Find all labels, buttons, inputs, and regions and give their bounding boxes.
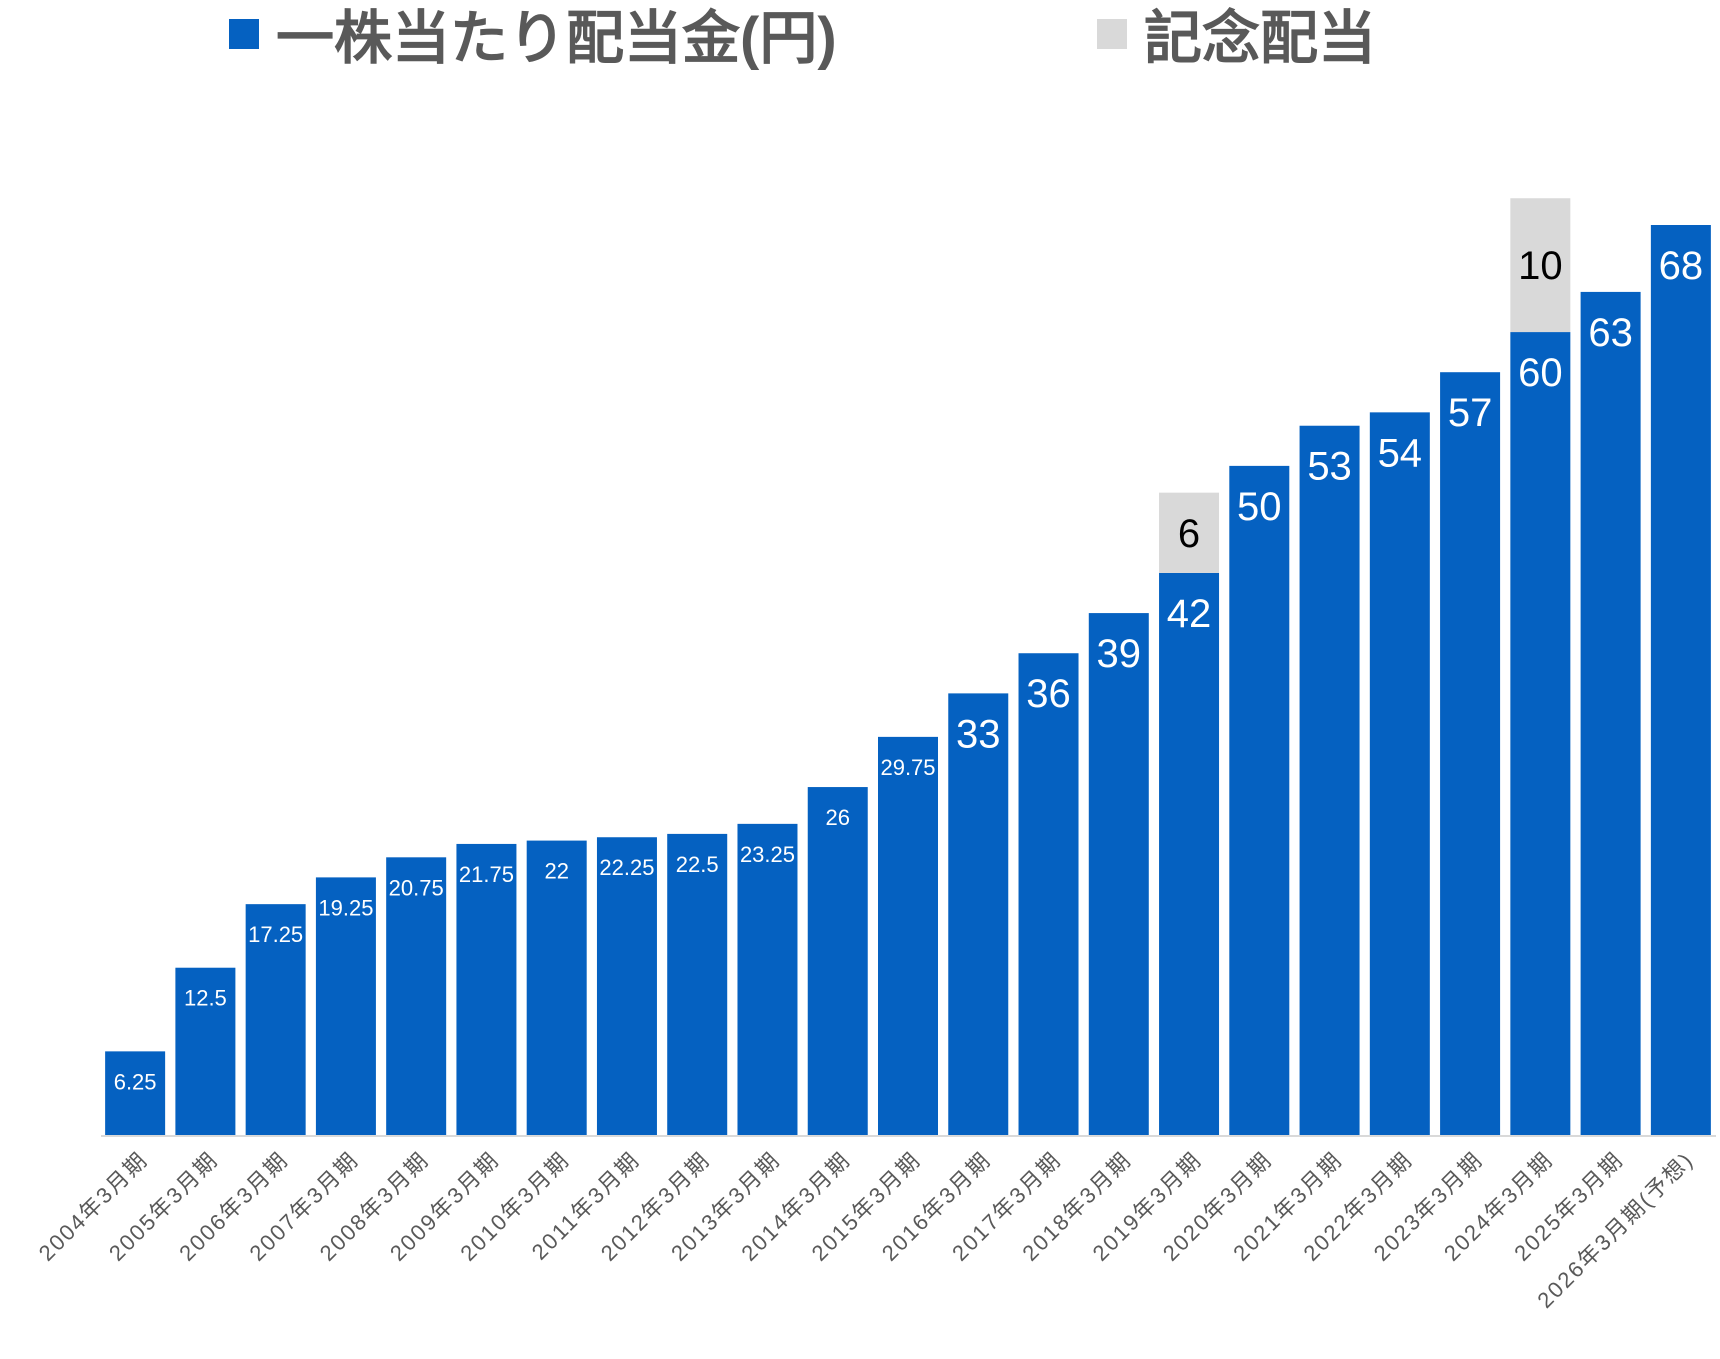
data-label-dividend: 26 bbox=[825, 805, 849, 830]
data-label-dividend: 33 bbox=[956, 712, 1001, 756]
data-label-dividend: 68 bbox=[1659, 244, 1704, 288]
data-label-dividend: 29.75 bbox=[880, 755, 935, 780]
bar-dividend bbox=[386, 857, 447, 1135]
data-label-dividend: 54 bbox=[1378, 431, 1423, 475]
bar-dividend bbox=[1088, 613, 1149, 1135]
data-label-dividend: 22.5 bbox=[676, 852, 719, 877]
data-label-dividend: 22 bbox=[544, 859, 568, 884]
bar-dividend bbox=[1018, 653, 1079, 1135]
data-label-commemorative: 10 bbox=[1518, 244, 1563, 288]
bar-dividend bbox=[245, 904, 306, 1135]
data-label-dividend: 36 bbox=[1026, 672, 1071, 716]
bar-dividend bbox=[1299, 425, 1360, 1135]
bar-dividend bbox=[526, 840, 587, 1135]
data-label-dividend: 12.5 bbox=[184, 986, 227, 1011]
data-label-dividend: 17.25 bbox=[248, 922, 303, 947]
data-label-dividend: 42 bbox=[1167, 592, 1212, 636]
legend-label-commemorative: 記念配当 bbox=[1144, 6, 1376, 71]
bar-dividend bbox=[105, 1051, 166, 1135]
data-label-dividend: 20.75 bbox=[389, 875, 444, 900]
bar-dividend bbox=[1650, 225, 1711, 1135]
bar-dividend bbox=[667, 833, 728, 1135]
chart-legend: 一株当たり配当金(円) 記念配当 bbox=[229, 6, 1376, 71]
data-label-dividend: 50 bbox=[1237, 485, 1282, 529]
legend-swatch-dividend bbox=[229, 19, 259, 49]
bar-dividend bbox=[1510, 332, 1571, 1135]
bar-dividend bbox=[737, 823, 798, 1135]
bar-dividend bbox=[596, 837, 657, 1135]
bar-dividend bbox=[807, 787, 868, 1135]
bar-dividend bbox=[315, 877, 376, 1135]
bar-dividend bbox=[1580, 291, 1641, 1136]
data-label-dividend: 21.75 bbox=[459, 862, 514, 887]
data-label-dividend: 57 bbox=[1448, 391, 1493, 435]
data-label-dividend: 6.25 bbox=[114, 1069, 157, 1094]
data-label-dividend: 39 bbox=[1097, 632, 1142, 676]
bar-commemorative bbox=[1510, 198, 1571, 333]
bar-dividend bbox=[1159, 572, 1220, 1135]
bar-dividend bbox=[1369, 412, 1430, 1136]
data-label-dividend: 22.25 bbox=[599, 855, 654, 880]
legend-label-dividend: 一株当たり配当金(円) bbox=[276, 6, 837, 71]
data-label-dividend: 19.25 bbox=[318, 895, 373, 920]
data-label-dividend: 23.25 bbox=[740, 842, 795, 867]
bar-dividend bbox=[878, 736, 938, 1135]
data-label-dividend: 60 bbox=[1518, 351, 1563, 395]
data-label-dividend: 63 bbox=[1588, 311, 1633, 355]
data-label-dividend: 53 bbox=[1307, 445, 1352, 489]
legend-swatch-commemorative bbox=[1097, 19, 1127, 49]
bar-commemorative bbox=[1159, 492, 1220, 573]
bar-dividend bbox=[175, 967, 236, 1135]
bar-dividend bbox=[948, 693, 1009, 1135]
data-label-commemorative: 6 bbox=[1178, 512, 1200, 556]
bar-dividend bbox=[456, 843, 517, 1135]
bars-group: 6.25 12.5 17.25 19.25 20.75 21.75 22 22.25 22.5 2… bbox=[105, 198, 1711, 1136]
bar-dividend bbox=[1229, 465, 1290, 1136]
x-axis-tick-labels: 2004年3月期2005年3月期2006年3月期2007年3月期2008年3月期… bbox=[34, 1147, 1699, 1313]
bar-dividend bbox=[1440, 372, 1501, 1135]
